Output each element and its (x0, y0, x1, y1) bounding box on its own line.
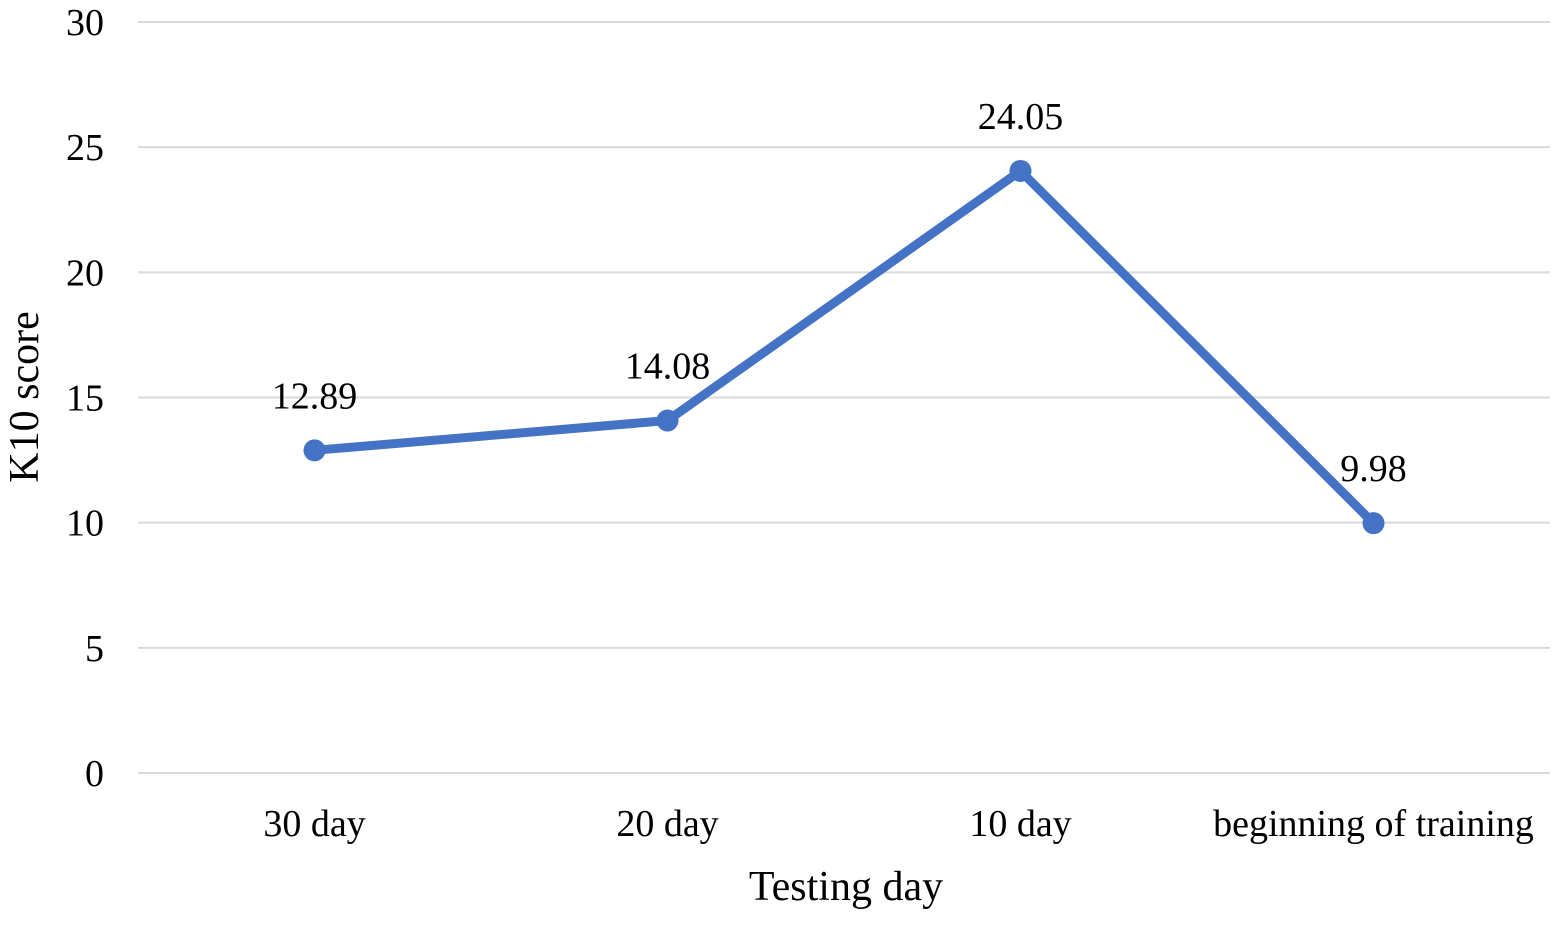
y-tick-label: 25 (66, 127, 104, 169)
y-tick-label: 5 (85, 628, 104, 670)
data-point (303, 439, 326, 462)
data-label: 14.08 (625, 346, 711, 388)
series-line (310, 166, 1378, 528)
x-axis-title: Testing day (749, 864, 943, 910)
data-label: 24.05 (978, 96, 1064, 138)
y-tick-label: 10 (66, 503, 104, 545)
x-tick-label: beginning of training (1213, 803, 1534, 845)
series-k10-score (303, 159, 1385, 535)
y-axis-title: K10 score (2, 311, 48, 482)
x-axis-tick-labels: 30 day 20 day 10 day beginning of training (263, 803, 1534, 845)
y-axis-tick-labels: 0 5 10 15 20 25 30 (66, 2, 104, 795)
x-tick-label: 20 day (616, 803, 718, 845)
data-point (656, 409, 679, 432)
gridlines (138, 21, 1550, 774)
data-labels: 12.89 14.08 24.05 9.98 (272, 96, 1407, 490)
y-tick-label: 30 (66, 2, 104, 44)
x-tick-label: 30 day (263, 803, 365, 845)
data-label: 9.98 (1340, 448, 1407, 490)
y-tick-label: 15 (66, 378, 104, 420)
data-point (1009, 159, 1032, 182)
y-tick-label: 20 (66, 252, 104, 294)
data-label: 12.89 (272, 375, 358, 417)
x-tick-label: 10 day (969, 803, 1071, 845)
y-tick-label: 0 (85, 753, 104, 795)
data-point (1362, 512, 1385, 535)
